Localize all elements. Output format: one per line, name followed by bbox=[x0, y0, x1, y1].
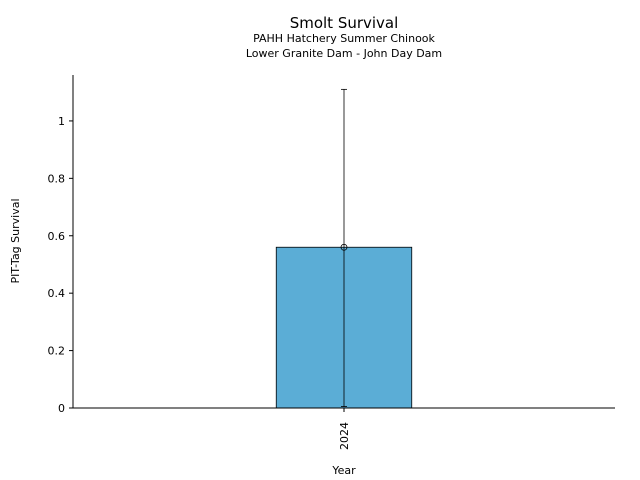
y-tick-label: 0 bbox=[58, 402, 65, 415]
chart-subtitle-species: PAHH Hatchery Summer Chinook bbox=[253, 32, 435, 45]
y-tick-label: 0.6 bbox=[48, 230, 66, 243]
chart-title: Smolt Survival bbox=[290, 14, 399, 32]
y-tick-label: 0.2 bbox=[48, 345, 66, 358]
plot-area: 0 0.2 0.4 0.6 0.8 1 2024 bbox=[48, 88, 413, 450]
point-2024 bbox=[340, 243, 348, 251]
x-tick-label-2024: 2024 bbox=[338, 422, 351, 450]
y-tick-label: 0.8 bbox=[48, 172, 66, 185]
chart-subtitle-reach: Lower Granite Dam - John Day Dam bbox=[246, 47, 442, 60]
y-axis-label: PIT-Tag Survival bbox=[9, 198, 22, 283]
x-axis-label: Year bbox=[331, 464, 356, 477]
y-tick-label: 1 bbox=[58, 115, 65, 128]
y-tick-label: 0.4 bbox=[48, 287, 66, 300]
